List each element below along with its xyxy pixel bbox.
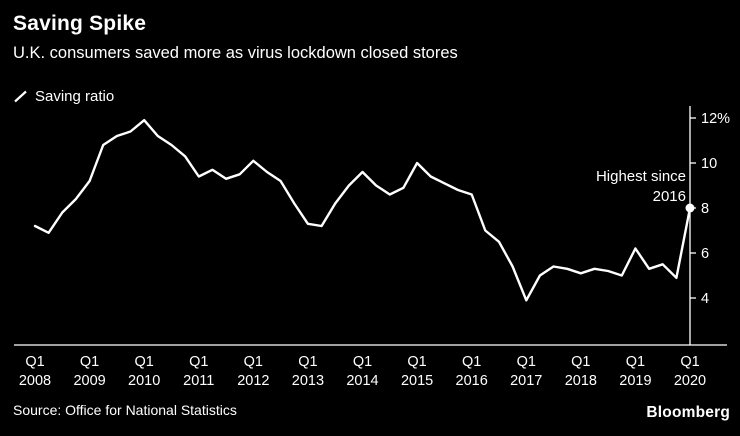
source-note: Source: Office for National Statistics: [13, 402, 237, 418]
x-tick-quarter-label: Q1: [517, 354, 536, 370]
x-tick-year-label: 2016: [456, 373, 488, 389]
chart-title: Saving Spike: [13, 12, 147, 35]
y-tick-label: 12%: [701, 111, 730, 127]
y-tick-label: 6: [701, 246, 709, 262]
x-tick-year-label: 2010: [128, 373, 160, 389]
x-tick-quarter-label: Q1: [244, 354, 263, 370]
annotation-highest-since: Highest since 2016: [596, 167, 686, 207]
x-tick-quarter-label: Q1: [462, 354, 481, 370]
x-tick-quarter-label: Q1: [80, 354, 99, 370]
x-tick-quarter-label: Q1: [298, 354, 317, 370]
y-tick-label: 8: [701, 201, 709, 217]
legend-label: Saving ratio: [35, 88, 115, 105]
x-tick-year-label: 2019: [619, 373, 651, 389]
x-tick-year-label: 2009: [73, 373, 105, 389]
x-tick-year-label: 2008: [19, 373, 51, 389]
x-tick-year-label: 2017: [510, 373, 542, 389]
x-tick-year-label: 2015: [401, 373, 433, 389]
chart-subtitle: U.K. consumers saved more as virus lockd…: [13, 44, 458, 62]
annotation-line1: Highest since: [595, 168, 686, 185]
saving-ratio-line: [33, 118, 692, 302]
x-tick-quarter-label: Q1: [407, 354, 426, 370]
chart-svg: 4 6 8 10 12% Q1 2008 Q1 2009 Q1 2010 Q1 2011 Q1 2012 Q1…: [14, 106, 730, 389]
y-tick-label: 4: [701, 291, 709, 307]
x-tick-quarter-label: Q1: [571, 354, 590, 370]
line-series-icon: [14, 90, 27, 103]
x-tick-year-label: 2018: [565, 373, 597, 389]
x-tick-year-label: 2013: [292, 373, 324, 389]
x-tick-quarter-label: Q1: [25, 354, 44, 370]
latest-point-dot: [685, 203, 695, 213]
x-tick-quarter-label: Q1: [134, 354, 153, 370]
x-tick-year-label: 2011: [183, 373, 214, 389]
annotation-line2: 2016: [652, 188, 686, 205]
bloomberg-logo: Bloomberg: [646, 404, 730, 421]
x-tick-quarter-label: Q1: [680, 354, 699, 370]
x-tick-year-label: 2014: [346, 373, 378, 389]
x-tick-year-label: 2012: [237, 373, 269, 389]
y-tick-label: 10: [701, 156, 717, 172]
x-tick-quarter-label: Q1: [189, 354, 208, 370]
x-tick-quarter-label: Q1: [626, 354, 645, 370]
x-tick-quarter-label: Q1: [353, 354, 372, 370]
x-tick-year-label: 2020: [674, 373, 706, 389]
legend: Saving ratio: [13, 88, 114, 105]
